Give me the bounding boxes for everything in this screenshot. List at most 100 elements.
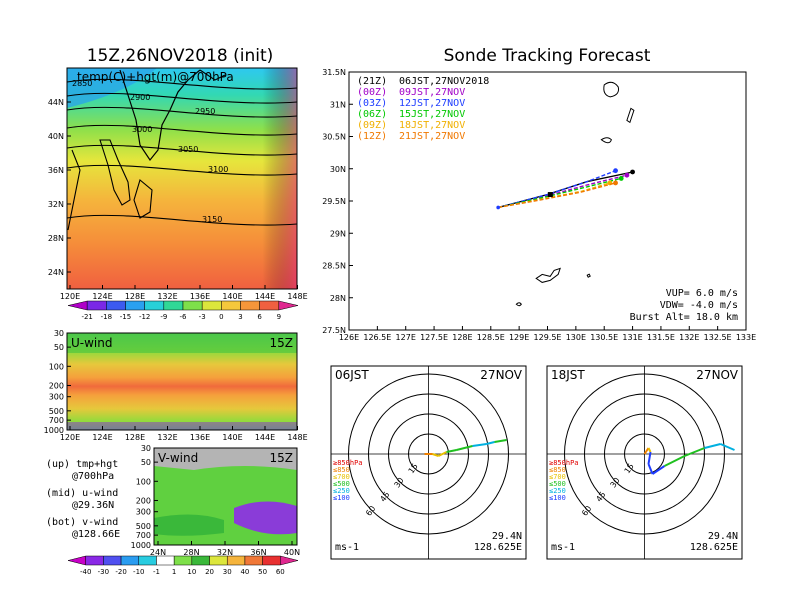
island-yakushima — [600, 137, 612, 144]
coastline-korea — [99, 139, 131, 206]
y-tick-label: 500 — [136, 522, 151, 531]
y-tick-label: 27.5N — [322, 326, 346, 335]
contour-label: 2950 — [195, 107, 215, 116]
hodograph-trace — [664, 455, 685, 467]
x-tick-label: 126.5E — [363, 333, 391, 342]
colorbar-swatch — [259, 300, 280, 311]
colorbar-swatch — [226, 555, 246, 566]
legend-code: (12Z) — [357, 131, 387, 142]
colorbar-label: -15 — [120, 313, 131, 321]
colorbar-swatch — [85, 555, 104, 566]
island-kyushu — [603, 81, 620, 98]
colorbar-swatch — [244, 555, 263, 566]
launch-point — [496, 205, 500, 210]
colorbar-label: -10 — [133, 568, 144, 576]
x-tick-label: 128E — [452, 333, 472, 342]
colorbar-label: -3 — [199, 313, 206, 321]
colorbar-label: 60 — [276, 568, 285, 576]
y-tick-label: 100 — [49, 362, 64, 371]
island-kikai — [586, 273, 591, 278]
hodograph-time: 06JST — [335, 368, 369, 382]
legend-code: (00Z) — [357, 87, 387, 98]
coastline-china — [67, 149, 81, 231]
hodograph-trace — [432, 453, 439, 457]
note-line: @29.36N — [72, 500, 114, 511]
contour-label: 3000 — [132, 125, 152, 134]
x-tick-label: 148E — [287, 292, 307, 301]
colorbar-label: 0 — [219, 313, 223, 321]
y-tick-label: 300 — [136, 508, 151, 517]
x-tick-label: 130.5E — [590, 333, 618, 342]
legend-text: 09JST,27NOV — [399, 87, 465, 98]
colorbar-swatch — [221, 300, 241, 311]
colorbar-label: 9 — [277, 313, 281, 321]
contour-label: 3050 — [178, 145, 198, 154]
y-tick-label: 100 — [136, 477, 151, 486]
y-tick-label: 30.5N — [322, 133, 346, 142]
map-frame — [66, 67, 298, 290]
level-legend: ≤850 — [333, 466, 350, 474]
x-tick-label: 136E — [190, 433, 210, 442]
y-tick-label: 36N — [48, 166, 64, 175]
y-tick-label: 200 — [49, 381, 64, 390]
hodograph-lon: 128.625E — [690, 542, 738, 553]
x-tick-label: 28N — [183, 548, 199, 557]
note-line: (mid) u-wind — [46, 488, 118, 499]
colorbar-label: 3 — [238, 313, 242, 321]
vwind-time: 15Z — [270, 451, 294, 465]
colorbar-swatch — [278, 300, 299, 311]
height-contour — [66, 92, 298, 104]
hodograph-time: 18JST — [551, 368, 585, 382]
x-tick-label: 36N — [250, 548, 266, 557]
colorbar-label: -6 — [180, 313, 188, 321]
colorbar-swatch — [103, 555, 122, 566]
track-end-point — [613, 180, 618, 186]
colorbar-swatch — [138, 555, 157, 566]
track-end-point — [613, 168, 618, 174]
track-line — [498, 177, 622, 209]
y-tick-label: 50 — [54, 343, 64, 352]
level-legend: ≤100 — [333, 494, 350, 502]
right-title: Sonde Tracking Forecast — [444, 46, 651, 66]
x-tick-label: 132E — [157, 433, 177, 442]
hodograph-ring — [408, 433, 449, 475]
y-tick-label: 28N — [330, 294, 346, 303]
colorbar-swatch — [125, 300, 145, 311]
x-tick-label: 124E — [92, 433, 112, 442]
param-text: VDW= -4.0 m/s — [660, 300, 738, 311]
burst-marker — [547, 192, 553, 198]
colorbar-label: 6 — [257, 313, 262, 321]
x-tick-label: 128.5E — [477, 333, 505, 342]
colorbar-swatch — [201, 300, 222, 311]
y-tick-label: 28N — [48, 234, 64, 243]
track-end-point — [630, 169, 635, 175]
x-tick-label: 140E — [222, 292, 242, 301]
colorbar-label: -21 — [81, 313, 92, 321]
track-line — [498, 170, 616, 209]
cold-core — [67, 68, 157, 108]
uwind-upper-band — [67, 333, 297, 353]
left-title: 15Z,26NOV2018 (init) — [87, 46, 274, 66]
height-contour — [66, 106, 298, 118]
colorbar-label: -9 — [160, 313, 167, 321]
y-tick-label: 30 — [141, 444, 151, 453]
colorbar-label: 30 — [223, 568, 232, 576]
track-line — [498, 182, 611, 209]
colorbar-label: 20 — [205, 568, 214, 576]
colorbar-swatch — [173, 555, 193, 566]
y-tick-label: 300 — [49, 393, 64, 402]
y-tick-label: 40N — [48, 132, 64, 141]
track-line — [498, 182, 616, 209]
y-tick-label: 28.5N — [322, 262, 346, 271]
x-tick-label: 128E — [125, 292, 145, 301]
hodograph-trace — [684, 447, 705, 457]
x-tick-label: 126E — [339, 333, 359, 342]
colorbar-swatch — [120, 555, 140, 566]
y-tick-label: 31.5N — [322, 68, 346, 77]
hodograph-trace — [472, 443, 487, 447]
hodograph-trace — [647, 451, 652, 465]
legend-code: (09Z) — [357, 120, 387, 131]
note-line: @700hPa — [72, 471, 114, 482]
colorbar-label: -40 — [80, 568, 91, 576]
x-tick-label: 148E — [287, 433, 307, 442]
